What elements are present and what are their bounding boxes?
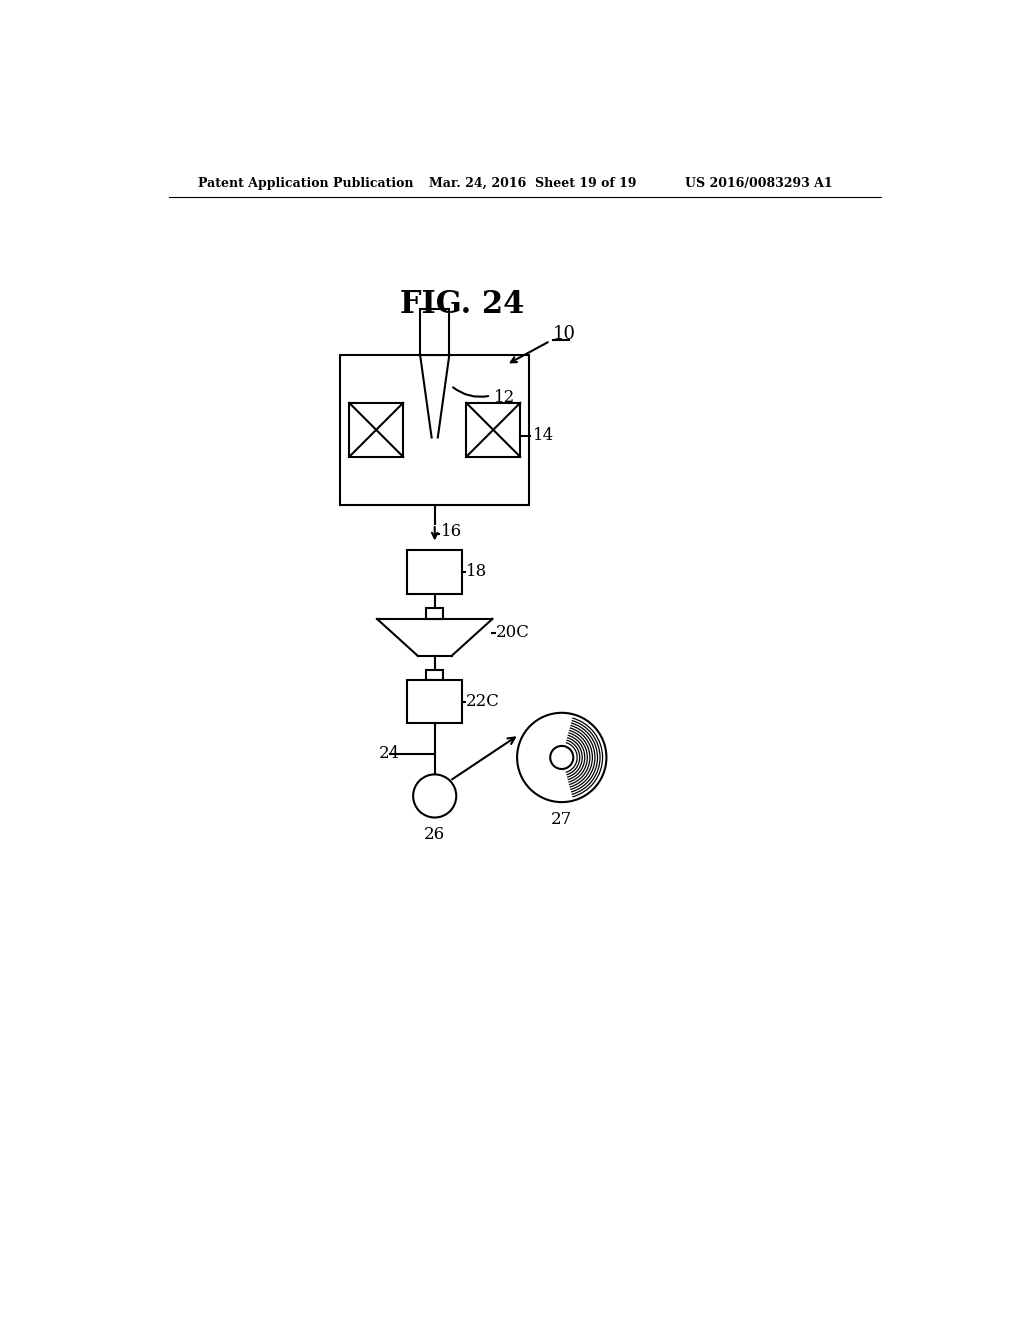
Text: 14: 14 <box>532 428 554 444</box>
Text: FIG. 24: FIG. 24 <box>400 289 524 321</box>
Text: 12: 12 <box>494 388 515 405</box>
Text: Mar. 24, 2016  Sheet 19 of 19: Mar. 24, 2016 Sheet 19 of 19 <box>429 177 637 190</box>
Circle shape <box>413 775 457 817</box>
Text: US 2016/0083293 A1: US 2016/0083293 A1 <box>685 177 833 190</box>
Bar <box>426 669 443 681</box>
Bar <box>407 549 463 594</box>
Bar <box>466 403 520 457</box>
Bar <box>340 355 529 506</box>
Text: 22C: 22C <box>466 693 500 710</box>
Text: 26: 26 <box>424 826 445 843</box>
Circle shape <box>550 746 573 770</box>
Bar <box>407 681 463 723</box>
Text: 16: 16 <box>441 523 462 540</box>
Text: 18: 18 <box>466 564 487 581</box>
Text: 24: 24 <box>379 744 400 762</box>
Circle shape <box>517 713 606 803</box>
Text: 10: 10 <box>553 325 575 343</box>
Bar <box>420 309 450 355</box>
Bar <box>349 403 403 457</box>
Bar <box>426 609 443 619</box>
Text: 20C: 20C <box>497 624 530 642</box>
Text: 27: 27 <box>551 810 572 828</box>
Text: Patent Application Publication: Patent Application Publication <box>199 177 414 190</box>
